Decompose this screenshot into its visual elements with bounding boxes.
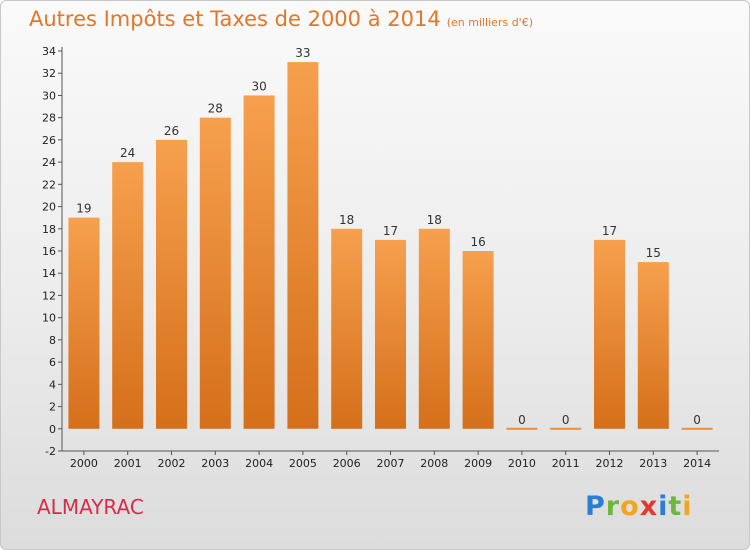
commune-name: ALMAYRAC	[37, 495, 144, 519]
data-label: 0	[693, 413, 701, 427]
bar	[243, 95, 275, 429]
logo-letter: i	[658, 491, 669, 522]
x-tick-label: 2013	[639, 457, 667, 470]
data-label: 17	[602, 224, 617, 238]
bar	[462, 251, 494, 429]
logo-letter: i	[682, 491, 693, 522]
x-tick-label: 2010	[508, 457, 536, 470]
data-label: 15	[646, 246, 661, 260]
y-tick-label: 8	[49, 334, 56, 347]
data-label: 24	[120, 146, 135, 160]
bar	[68, 217, 100, 429]
x-tick-label: 2007	[377, 457, 405, 470]
data-label: 26	[164, 124, 179, 138]
bar	[331, 228, 363, 429]
x-tick-label: 2000	[70, 457, 98, 470]
y-tick-label: 12	[42, 289, 56, 302]
data-label: 28	[208, 102, 223, 116]
logo-letter: P	[585, 491, 606, 522]
y-tick-label: 28	[42, 112, 56, 125]
bar	[506, 427, 538, 430]
y-tick-label: 10	[42, 312, 56, 325]
y-tick-label: 34	[42, 45, 56, 58]
data-label: 19	[76, 202, 91, 216]
bar	[550, 427, 582, 430]
title-unit: (en milliers d'€)	[446, 16, 533, 29]
bar	[594, 239, 625, 429]
logo-letter: r	[605, 491, 621, 522]
data-label: 0	[562, 413, 570, 427]
y-tick-label: 32	[42, 67, 56, 80]
x-tick-label: 2008	[420, 457, 448, 470]
data-label: 17	[383, 224, 398, 238]
data-label: 0	[518, 413, 526, 427]
y-tick-label: 2	[49, 401, 56, 414]
x-tick-label: 2005	[289, 457, 317, 470]
x-tick-label: 2004	[245, 457, 273, 470]
x-tick-label: 2011	[552, 457, 580, 470]
bar	[156, 139, 187, 429]
chart-title: Autres Impôts et Taxes de 2000 à 2014 (en…	[29, 7, 533, 31]
bar	[112, 162, 144, 429]
y-tick-label: -2	[45, 445, 56, 458]
logo-letter: t	[668, 491, 683, 522]
x-tick-label: 2001	[114, 457, 142, 470]
y-tick-label: 24	[42, 156, 56, 169]
x-tick-label: 2009	[464, 457, 492, 470]
bar	[375, 239, 406, 429]
y-tick-label: 0	[49, 423, 56, 436]
data-label: 16	[470, 235, 485, 249]
x-tick-label: 2012	[596, 457, 624, 470]
y-tick-label: 20	[42, 201, 56, 214]
data-label: 18	[427, 213, 442, 227]
y-tick-label: 30	[42, 89, 56, 102]
proxiti-logo[interactable]: Proxiti	[585, 491, 693, 522]
y-tick-label: 22	[42, 178, 56, 191]
y-tick-label: 26	[42, 134, 56, 147]
bar	[637, 262, 669, 429]
title-text: Autres Impôts et Taxes de 2000 à 2014	[29, 7, 441, 31]
bar	[418, 228, 450, 429]
data-label: 18	[339, 213, 354, 227]
x-tick-label: 2006	[333, 457, 361, 470]
logo-letter: x	[639, 491, 659, 522]
y-tick-label: 16	[42, 245, 56, 258]
y-tick-label: 14	[42, 267, 56, 280]
logo-letter: o	[620, 491, 640, 522]
x-tick-label: 2003	[201, 457, 229, 470]
y-tick-label: 4	[49, 378, 56, 391]
data-label: 33	[295, 46, 310, 60]
x-tick-label: 2014	[683, 457, 711, 470]
y-tick-label: 6	[49, 356, 56, 369]
bar	[681, 427, 713, 430]
y-tick-label: 18	[42, 223, 56, 236]
bar	[199, 117, 231, 429]
data-label: 30	[251, 79, 266, 93]
bar	[287, 62, 319, 429]
x-tick-label: 2002	[158, 457, 186, 470]
